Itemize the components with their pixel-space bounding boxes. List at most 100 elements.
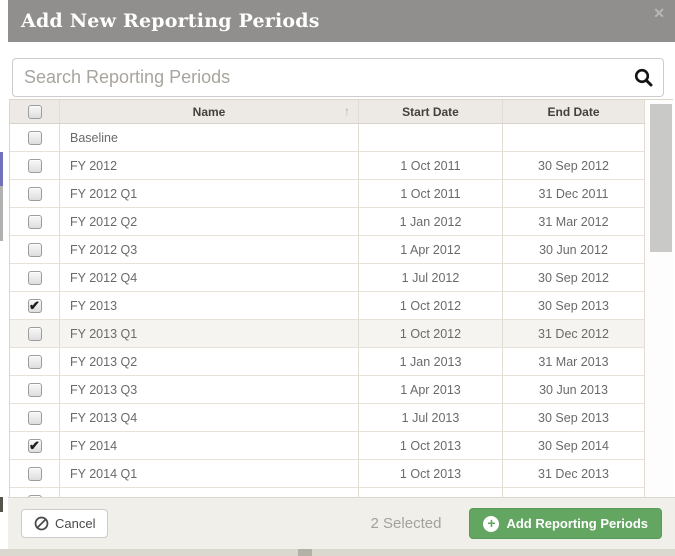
row-start-date: 1 Jul 2012 [359, 264, 503, 291]
row-end-date [503, 124, 645, 151]
table-header-name[interactable]: Name ↑ [60, 100, 359, 123]
close-icon[interactable]: ✕ [653, 5, 665, 21]
table-row[interactable]: FY 2013 Q1 1 Oct 2012 31 Dec 2012 [10, 320, 646, 348]
table-header-row: Name ↑ Start Date End Date [10, 100, 646, 124]
row-checkbox[interactable] [27, 130, 42, 145]
row-name: FY 2012 Q4 [60, 264, 359, 291]
table-row[interactable]: FY 2013 Q2 1 Jan 2013 31 Mar 2013 [10, 348, 646, 376]
search-icon [634, 68, 653, 87]
row-name: FY 2012 Q3 [60, 236, 359, 263]
row-name: FY 2014 [60, 432, 359, 459]
row-end-date: 30 Sep 2012 [503, 264, 645, 291]
table-row[interactable]: FY 2014 Q1 1 Oct 2013 31 Dec 2013 [10, 460, 646, 488]
cancel-button[interactable]: Cancel [21, 509, 109, 538]
cancel-button-label: Cancel [55, 516, 96, 531]
row-end-date: 31 Mar 2013 [503, 348, 645, 375]
row-end-date: 31 Mar 2014 [503, 488, 645, 497]
add-button-label: Add Reporting Periods [506, 516, 648, 531]
row-checkbox[interactable] [27, 410, 42, 425]
table-row[interactable]: FY 2012 Q2 1 Jan 2012 31 Mar 2012 [10, 208, 646, 236]
row-checkbox[interactable] [27, 326, 42, 341]
row-checkbox-cell [10, 264, 60, 291]
table-row[interactable]: Baseline [10, 124, 646, 152]
table-row[interactable]: FY 2012 Q1 1 Oct 2011 31 Dec 2011 [10, 180, 646, 208]
row-name: FY 2014 Q2 [60, 488, 359, 497]
row-checkbox[interactable]: ✔ [27, 437, 42, 453]
row-checkbox[interactable] [27, 466, 42, 481]
table-header-end-date[interactable]: End Date [503, 100, 645, 123]
row-end-date: 31 Dec 2013 [503, 460, 645, 487]
sort-ascending-icon: ↑ [344, 104, 350, 118]
row-checkbox-cell [10, 460, 60, 487]
row-checkbox[interactable] [27, 270, 42, 285]
row-checkbox-cell [10, 404, 60, 431]
table-row[interactable]: FY 2012 1 Oct 2011 30 Sep 2012 [10, 152, 646, 180]
row-start-date: 1 Oct 2013 [359, 432, 503, 459]
row-start-date [359, 124, 503, 151]
table-row[interactable]: FY 2013 Q3 1 Apr 2013 30 Jun 2013 [10, 376, 646, 404]
row-checkbox[interactable] [27, 242, 42, 257]
row-checkbox-cell [10, 180, 60, 207]
row-end-date: 30 Jun 2012 [503, 236, 645, 263]
row-end-date: 31 Dec 2011 [503, 180, 645, 207]
row-checkbox[interactable] [27, 186, 42, 201]
row-start-date: 1 Jan 2013 [359, 348, 503, 375]
ban-icon [34, 516, 49, 531]
row-start-date: 1 Jan 2014 [359, 488, 503, 497]
row-checkbox[interactable] [27, 158, 42, 173]
plus-circle-icon: + [483, 515, 500, 532]
table-scrollbar-thumb[interactable] [650, 104, 672, 252]
row-name: Baseline [60, 124, 359, 151]
row-name: FY 2013 Q1 [60, 320, 359, 347]
row-checkbox-cell: ✔ [10, 432, 60, 459]
table-row[interactable]: FY 2012 Q3 1 Apr 2012 30 Jun 2012 [10, 236, 646, 264]
row-name: FY 2013 Q4 [60, 404, 359, 431]
modal-title: Add New Reporting Periods [21, 10, 320, 32]
backdrop-fragment-blue [0, 152, 3, 186]
row-name: FY 2012 Q2 [60, 208, 359, 235]
table-row[interactable]: ✔ FY 2014 1 Oct 2013 30 Sep 2014 [10, 432, 646, 460]
row-end-date: 30 Jun 2013 [503, 376, 645, 403]
select-all-checkbox[interactable] [27, 104, 42, 119]
column-label-start-date: Start Date [402, 104, 459, 119]
row-start-date: 1 Oct 2011 [359, 152, 503, 179]
search-input[interactable] [12, 58, 664, 97]
table-row[interactable]: FY 2013 Q4 1 Jul 2013 30 Sep 2013 [10, 404, 646, 432]
table-row[interactable]: ✔ FY 2013 1 Oct 2012 30 Sep 2013 [10, 292, 646, 320]
row-name: FY 2013 Q3 [60, 376, 359, 403]
row-start-date: 1 Oct 2011 [359, 180, 503, 207]
row-checkbox[interactable] [27, 214, 42, 229]
table-body: Baseline FY 2012 1 Oct 2011 30 Sep 2012 … [10, 124, 673, 497]
backdrop-fragment-gray [0, 186, 3, 241]
row-start-date: 1 Jan 2012 [359, 208, 503, 235]
row-checkbox-cell [10, 488, 60, 497]
row-start-date: 1 Oct 2012 [359, 320, 503, 347]
selected-count: 2 Selected [370, 515, 442, 532]
row-checkbox[interactable] [27, 494, 42, 497]
row-end-date: 31 Mar 2012 [503, 208, 645, 235]
row-start-date: 1 Apr 2013 [359, 376, 503, 403]
row-checkbox[interactable]: ✔ [27, 297, 42, 313]
row-name: FY 2014 Q1 [60, 460, 359, 487]
add-reporting-periods-button[interactable]: + Add Reporting Periods [469, 508, 662, 539]
row-end-date: 30 Sep 2014 [503, 432, 645, 459]
row-start-date: 1 Jul 2013 [359, 404, 503, 431]
row-start-date: 1 Apr 2012 [359, 236, 503, 263]
table-header-checkbox-cell [10, 100, 60, 123]
column-label-name: Name [192, 104, 226, 119]
row-checkbox-cell [10, 320, 60, 347]
row-start-date: 1 Oct 2012 [359, 292, 503, 319]
backdrop-bottom-strip [0, 549, 675, 556]
table-row[interactable]: FY 2014 Q2 1 Jan 2014 31 Mar 2014 [10, 488, 646, 497]
table-scrollbar [645, 100, 673, 497]
table-row[interactable]: FY 2012 Q4 1 Jul 2012 30 Sep 2012 [10, 264, 646, 292]
row-start-date: 1 Oct 2013 [359, 460, 503, 487]
row-checkbox[interactable] [27, 382, 42, 397]
row-end-date: 30 Sep 2013 [503, 292, 645, 319]
row-checkbox[interactable] [27, 354, 42, 369]
table-header-start-date[interactable]: Start Date [359, 100, 503, 123]
add-reporting-periods-modal: Add New Reporting Periods ✕ Name ↑ Start… [8, 0, 675, 549]
row-checkbox-cell [10, 376, 60, 403]
row-checkbox-cell [10, 152, 60, 179]
row-name: FY 2012 Q1 [60, 180, 359, 207]
